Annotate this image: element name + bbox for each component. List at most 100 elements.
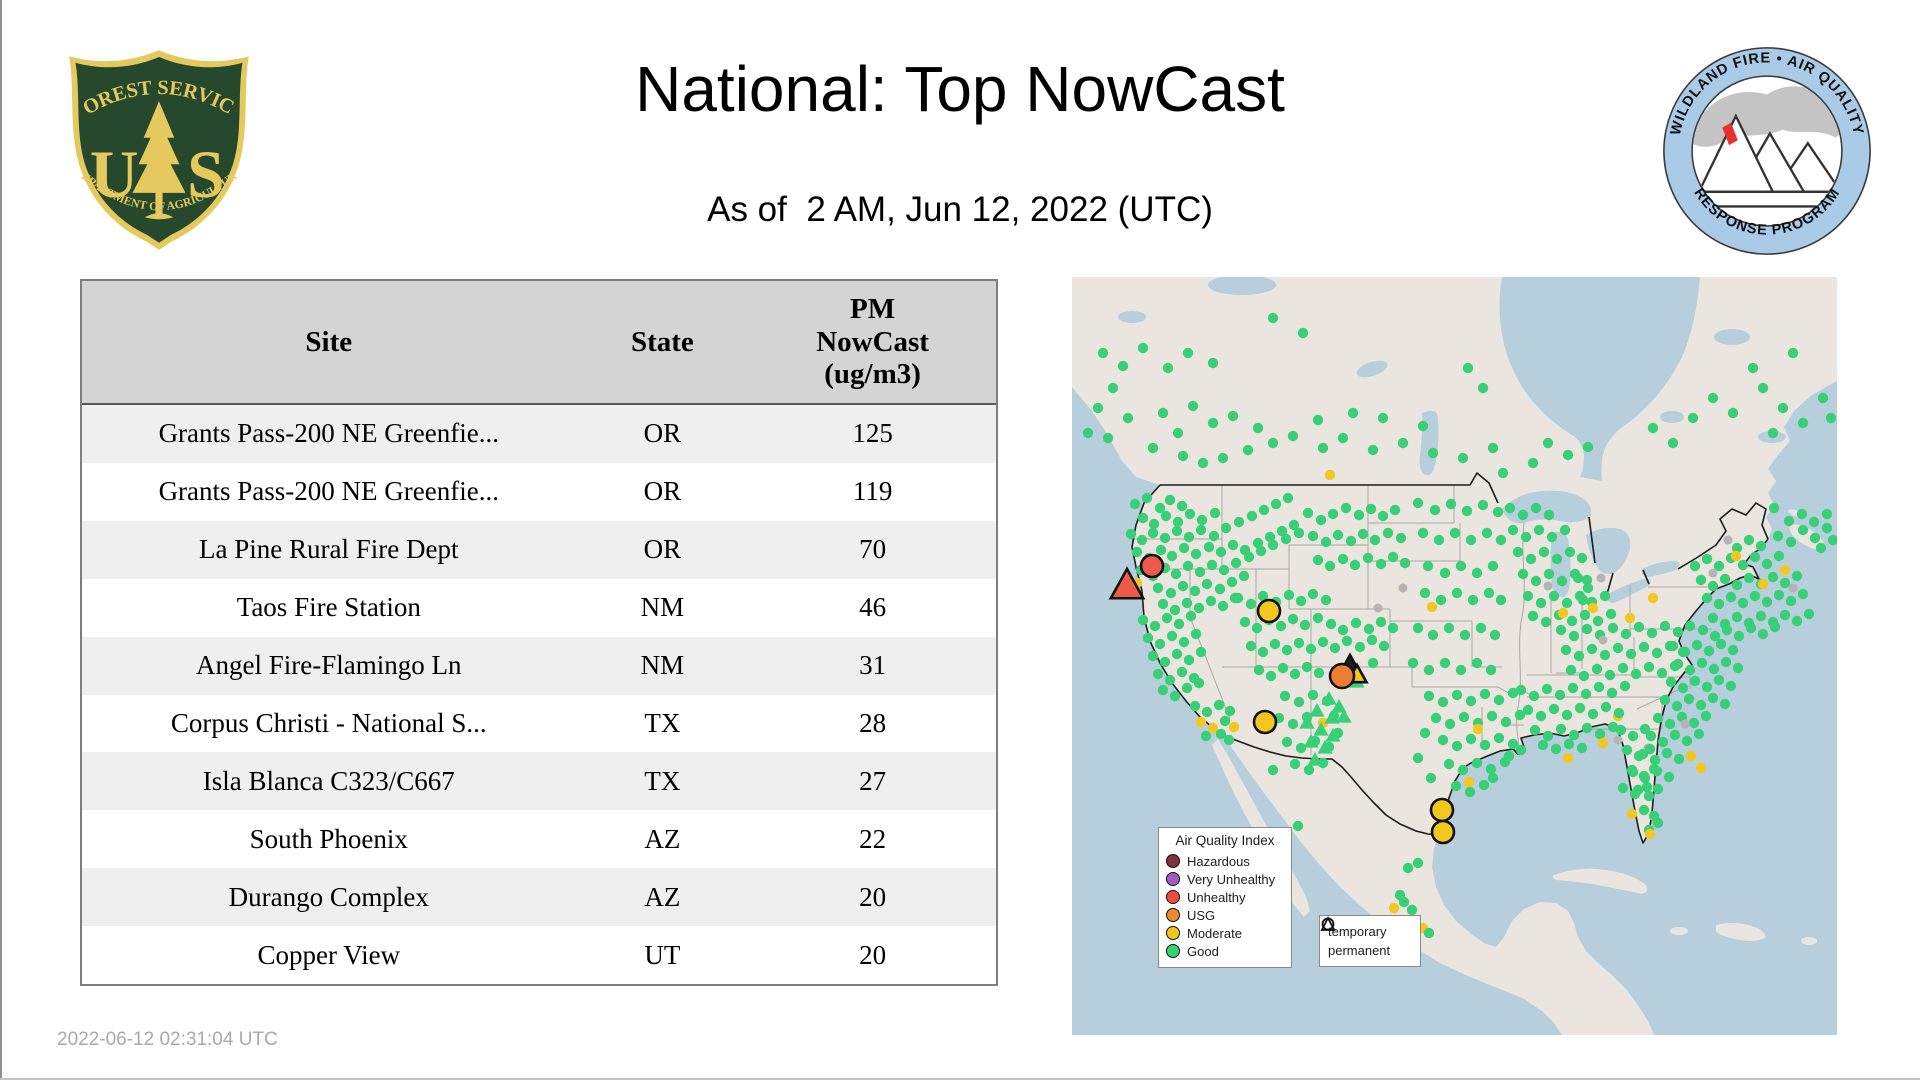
aqi-dot (1223, 734, 1235, 746)
aqi-dot (1232, 592, 1244, 604)
aqi-dot (1749, 590, 1761, 602)
aqi-dot (1279, 690, 1291, 702)
aqi-dot (1606, 687, 1618, 699)
aqi-dot (1522, 704, 1534, 716)
aqi-dot (1493, 732, 1505, 744)
aqi-dot (1803, 608, 1815, 620)
aqi-dot (1673, 753, 1685, 765)
aqi-dot (1659, 694, 1671, 706)
aqi-legend-dot-icon (1166, 890, 1180, 904)
aqi-dot (1267, 437, 1279, 449)
aqi-dot (1779, 577, 1791, 589)
aqi-dot (1287, 718, 1299, 730)
aqi-dot (1626, 764, 1638, 776)
aqi-dot (1755, 610, 1767, 622)
aqi-dot (1178, 636, 1190, 648)
aqi-dot (1472, 723, 1484, 735)
aqi-dot (1345, 535, 1357, 547)
aqi-dot (1131, 546, 1143, 558)
value-cell: 28 (859, 707, 887, 738)
aqi-dot (1577, 594, 1589, 606)
aqi-dot (1185, 610, 1197, 622)
aqi-dot (1591, 663, 1603, 675)
aqi-dot (1605, 608, 1617, 620)
aqi-dot (1559, 524, 1571, 536)
aqi-dot (1337, 432, 1349, 444)
aqi-dot (1200, 730, 1212, 742)
aqi-dot (1092, 402, 1104, 414)
aqi-dot (1561, 597, 1573, 609)
aqi-dot (1412, 857, 1424, 869)
aqi-dot (1542, 437, 1554, 449)
aqi-dot (1487, 442, 1499, 454)
aqi-dot (1176, 500, 1188, 512)
aqi-dot (1493, 694, 1505, 706)
aqi-dot (1576, 552, 1588, 564)
atlantic-gulf (1432, 381, 1837, 1035)
table-row: Grants Pass-200 NE Greenfie... OR 125 (82, 405, 996, 463)
top-site-marker (1328, 662, 1356, 690)
aqi-dot (1703, 645, 1715, 657)
aqi-dot (1566, 615, 1578, 627)
aqi-dot (1373, 603, 1383, 613)
aqi-dot (1193, 602, 1205, 614)
aqi-dot (1507, 687, 1519, 699)
value-cell: 20 (859, 881, 887, 912)
aqi-dot (1492, 506, 1504, 518)
site-cell: Grants Pass-200 NE Greenfie... (158, 476, 499, 507)
aqi-dot (1633, 621, 1645, 633)
aqi-dot (1437, 734, 1449, 746)
table-row: Taos Fire Station NM 46 (82, 578, 996, 637)
aqi-dot (1638, 804, 1650, 816)
nowcast-table: Site State PM NowCast (ug/m3) Grants Pas… (80, 279, 998, 986)
aqi-dot (1280, 533, 1292, 545)
column-header-site: Site (305, 325, 353, 358)
state-cell: OR (643, 476, 682, 507)
aqi-permanent-triangle (1331, 699, 1347, 713)
aqi-dot (1504, 502, 1516, 514)
aqi-dot (1317, 636, 1329, 648)
aqi-dot (1307, 588, 1319, 600)
aqi-dot (1503, 750, 1515, 762)
aqi-dot (1377, 510, 1389, 522)
aqi-dot (1164, 674, 1176, 686)
aqi-dot (1347, 407, 1359, 419)
aqi-dot (1787, 347, 1799, 359)
aqi-dot (1743, 572, 1755, 584)
aqi-dot (1443, 758, 1455, 770)
site-cell: Durango Complex (228, 881, 429, 912)
aqi-permanent-triangle (1324, 710, 1340, 724)
aqi-dot (1656, 667, 1668, 679)
aqi-dot (1160, 510, 1172, 522)
aqi-dot (1457, 452, 1469, 464)
aqi-dot (1572, 572, 1584, 584)
aqi-dot (1147, 650, 1159, 662)
aqi-dot (1701, 592, 1713, 604)
aqi-dot (1275, 620, 1287, 632)
top-site-marker (1256, 598, 1282, 624)
aqi-dot (1582, 582, 1594, 594)
aqi-legend-dot-icon (1166, 944, 1180, 958)
aqi-dot (1324, 560, 1336, 572)
aqi-dot (1725, 591, 1737, 603)
value-cell: 27 (859, 765, 887, 796)
aqi-dot (1788, 583, 1798, 593)
aqi-dot (1477, 382, 1489, 394)
aqi-dot (1757, 578, 1769, 590)
aqi-dot (1695, 762, 1707, 774)
aqi-dot (1289, 668, 1301, 680)
aqi-dot (1783, 515, 1795, 527)
aqi-dot (1612, 642, 1624, 654)
aqi-dot (1773, 589, 1785, 601)
aqi-dot (1464, 786, 1476, 798)
aqi-dot (1184, 508, 1196, 520)
aqi-dot (1122, 412, 1134, 424)
aqi-dot (1620, 628, 1632, 640)
hispaniola (1716, 923, 1766, 941)
aqi-dot (1141, 492, 1153, 504)
aqi-dot (1707, 692, 1719, 704)
aqi-dot (1707, 392, 1719, 404)
aqi-permanent-triangle (1307, 752, 1323, 766)
aqi-dot (1301, 661, 1313, 673)
aqi-dot (1525, 553, 1537, 565)
